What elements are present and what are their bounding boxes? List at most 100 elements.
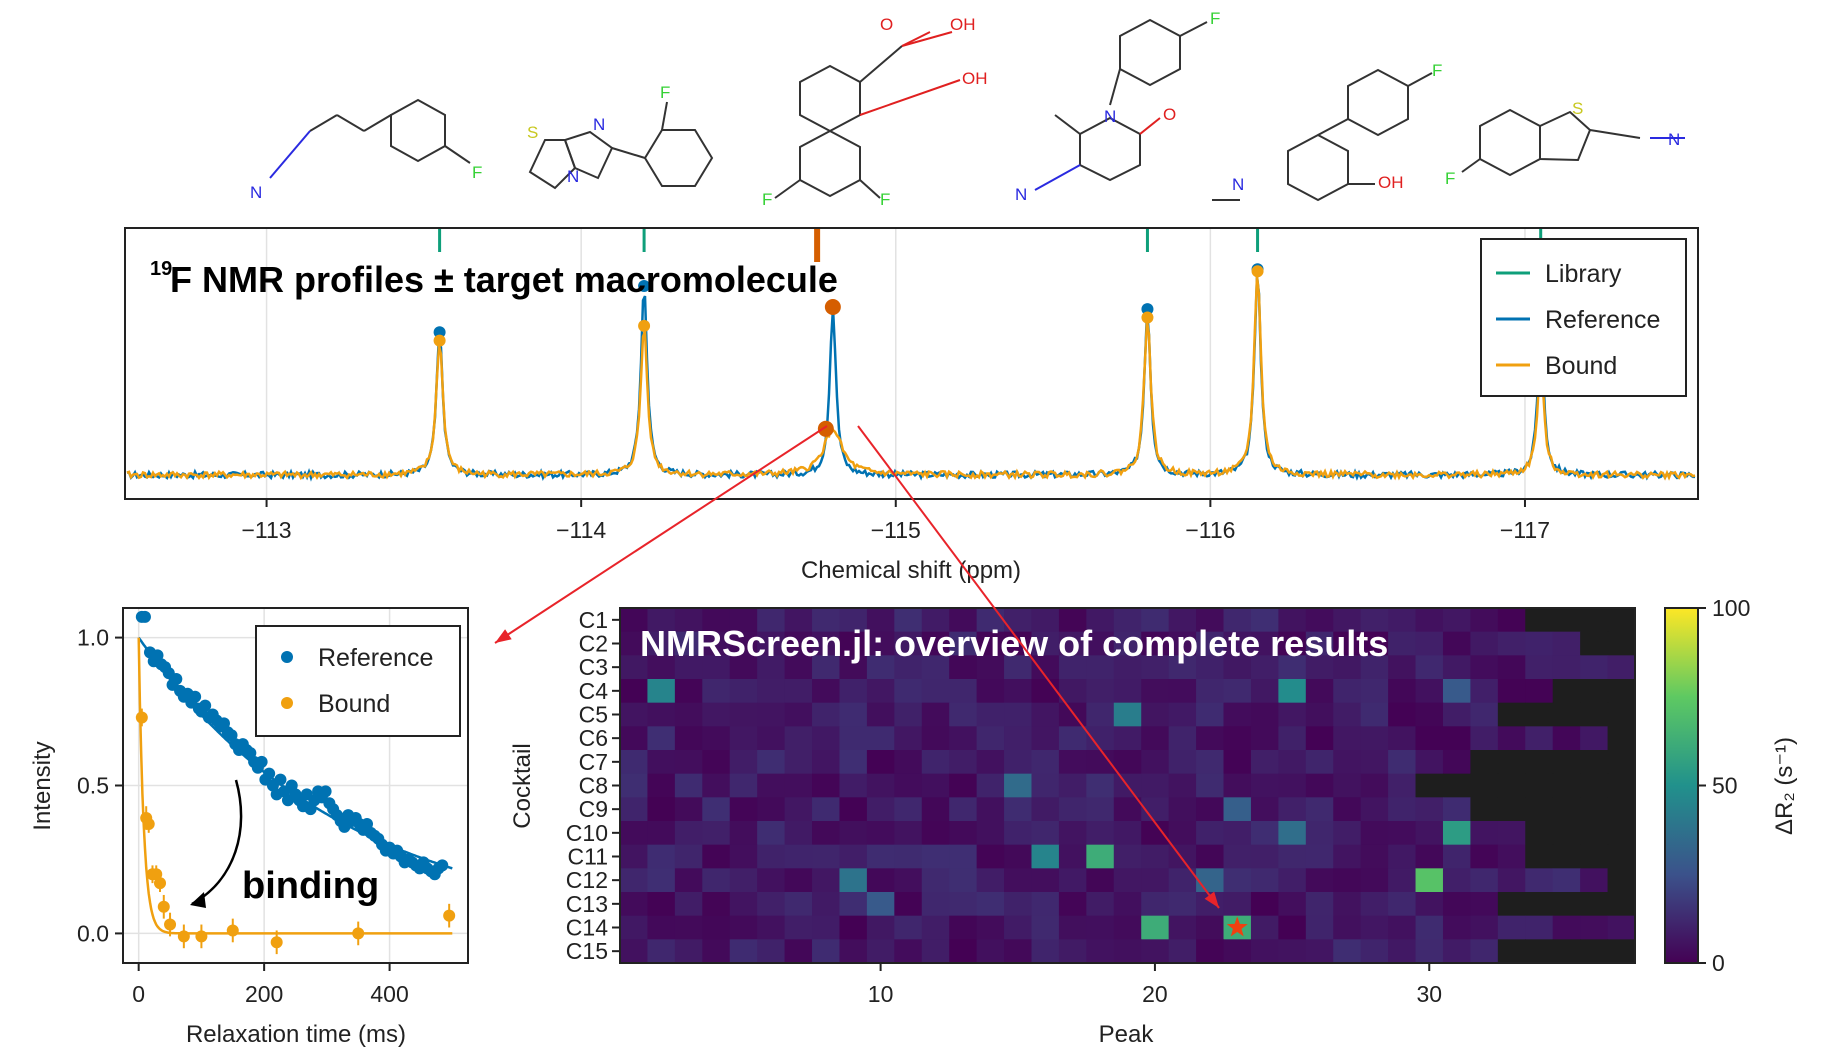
heatmap-cell bbox=[1607, 726, 1636, 751]
heatmap-cell bbox=[1580, 773, 1609, 798]
heatmap-cell bbox=[1497, 821, 1526, 846]
reference-point bbox=[255, 755, 268, 768]
bound-point bbox=[177, 930, 190, 943]
heatmap-cell bbox=[1113, 679, 1142, 704]
heatmap-cell bbox=[1525, 750, 1554, 775]
heatmap-cell bbox=[1580, 608, 1609, 633]
heatmap-cell bbox=[1388, 844, 1417, 869]
heatmap-cell bbox=[674, 702, 703, 727]
heatmap-cell bbox=[729, 726, 758, 751]
heatmap-cell bbox=[647, 702, 676, 727]
heatmap-cell bbox=[647, 915, 676, 940]
heatmap-cell bbox=[1223, 892, 1252, 917]
heatmap-cell bbox=[1442, 939, 1471, 964]
heatmap-cell bbox=[1388, 750, 1417, 775]
spectrum-x-tick-label: −116 bbox=[1185, 517, 1235, 543]
heatmap-cell bbox=[1113, 844, 1142, 869]
heatmap-cell bbox=[921, 631, 950, 656]
spectrum-panel: −113 −114 −115 −116 −117 19 F NMR profiles ±… bbox=[124, 227, 1699, 584]
mol4-atom-f: F bbox=[1210, 9, 1220, 28]
heatmap-cell bbox=[1113, 915, 1142, 940]
molecule-5: F N OH bbox=[1212, 61, 1442, 202]
heatmap-cell bbox=[674, 797, 703, 822]
heatmap-cell bbox=[620, 939, 649, 964]
heatmap-cell bbox=[1333, 821, 1362, 846]
heatmap-cell bbox=[812, 868, 841, 893]
heatmap-row-label: C4 bbox=[579, 678, 609, 704]
heatmap-cell bbox=[1552, 655, 1581, 680]
heatmap-cell bbox=[1607, 892, 1636, 917]
heatmap-cell bbox=[1141, 892, 1170, 917]
heatmap-cell bbox=[1360, 844, 1389, 869]
heatmap-cell bbox=[757, 939, 786, 964]
heatmap-cell bbox=[1415, 773, 1444, 798]
heatmap-cell bbox=[674, 844, 703, 869]
heatmap-cell bbox=[1580, 821, 1609, 846]
heatmap-cell bbox=[1168, 679, 1197, 704]
heatmap-cell bbox=[1168, 702, 1197, 727]
bound-peak-point bbox=[817, 420, 834, 437]
heatmap-cell bbox=[1305, 631, 1334, 656]
heatmap-y-label: Cocktail bbox=[509, 743, 536, 828]
heatmap-cell bbox=[1305, 608, 1334, 633]
heatmap-cell bbox=[647, 844, 676, 869]
heatmap-cell bbox=[1607, 915, 1636, 940]
heatmap-cell bbox=[1442, 915, 1471, 940]
heatmap-cell bbox=[1086, 797, 1115, 822]
heatmap-cell bbox=[1333, 726, 1362, 751]
heatmap-cell bbox=[839, 868, 868, 893]
heatmap-cell bbox=[1497, 939, 1526, 964]
heatmap-cell bbox=[976, 915, 1005, 940]
heatmap-cell bbox=[1360, 892, 1389, 917]
heatmap-cell bbox=[1360, 821, 1389, 846]
heatmap-cell bbox=[1113, 655, 1142, 680]
heatmap-cell bbox=[1470, 750, 1499, 775]
mol3-atom-f1: F bbox=[762, 190, 772, 209]
heatmap-cell bbox=[1580, 844, 1609, 869]
mol3-atom-f2: F bbox=[880, 190, 890, 209]
spectrum-legend: Library Reference Bound bbox=[1480, 238, 1687, 397]
heatmap-cell bbox=[757, 702, 786, 727]
heatmap-cell bbox=[1141, 821, 1170, 846]
heatmap-cell bbox=[1552, 726, 1581, 751]
heatmap-cell bbox=[1552, 844, 1581, 869]
heatmap-cell bbox=[1552, 892, 1581, 917]
heatmap-cell bbox=[1388, 679, 1417, 704]
heatmap-cell bbox=[729, 679, 758, 704]
heatmap-cell bbox=[1031, 773, 1060, 798]
heatmap-cell bbox=[702, 631, 731, 656]
heatmap-cell bbox=[757, 868, 786, 893]
heatmap-cell bbox=[1086, 702, 1115, 727]
heatmap-cell bbox=[839, 631, 868, 656]
molecule-4: F N O N bbox=[1015, 9, 1220, 204]
heatmap-cell bbox=[1442, 726, 1471, 751]
heatmap-cell bbox=[647, 821, 676, 846]
heatmap-cell bbox=[702, 892, 731, 917]
binding-arrow bbox=[191, 779, 243, 906]
heatmap-cell bbox=[866, 655, 895, 680]
heatmap-cell bbox=[1360, 750, 1389, 775]
heatmap-cell bbox=[812, 939, 841, 964]
bound-point bbox=[135, 711, 148, 724]
heatmap-cell bbox=[1580, 797, 1609, 822]
heatmap-cell bbox=[839, 750, 868, 775]
heatmap-cell bbox=[1580, 892, 1609, 917]
heatmap-cell bbox=[1004, 797, 1033, 822]
heatmap-cell bbox=[921, 844, 950, 869]
mol6-atom-n: N bbox=[1668, 130, 1680, 149]
heatmap-cell bbox=[921, 702, 950, 727]
heatmap-cell bbox=[1250, 750, 1279, 775]
heatmap-x-label: Peak bbox=[1099, 1021, 1155, 1048]
heatmap-cell bbox=[1196, 797, 1225, 822]
heatmap-cell bbox=[620, 868, 649, 893]
heatmap-cell bbox=[1113, 631, 1142, 656]
heatmap-cell bbox=[1086, 915, 1115, 940]
heatmap-cell bbox=[976, 773, 1005, 798]
heatmap-cell bbox=[976, 892, 1005, 917]
heatmap-cell bbox=[1388, 939, 1417, 964]
colorbar-ticks: 0 50 100 bbox=[1698, 595, 1750, 976]
legend-bound-marker bbox=[281, 697, 293, 709]
heatmap-cell bbox=[1031, 821, 1060, 846]
heatmap-cell bbox=[949, 797, 978, 822]
